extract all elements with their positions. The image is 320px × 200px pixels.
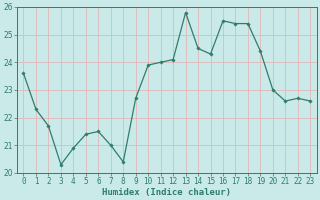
X-axis label: Humidex (Indice chaleur): Humidex (Indice chaleur) [102, 188, 231, 197]
